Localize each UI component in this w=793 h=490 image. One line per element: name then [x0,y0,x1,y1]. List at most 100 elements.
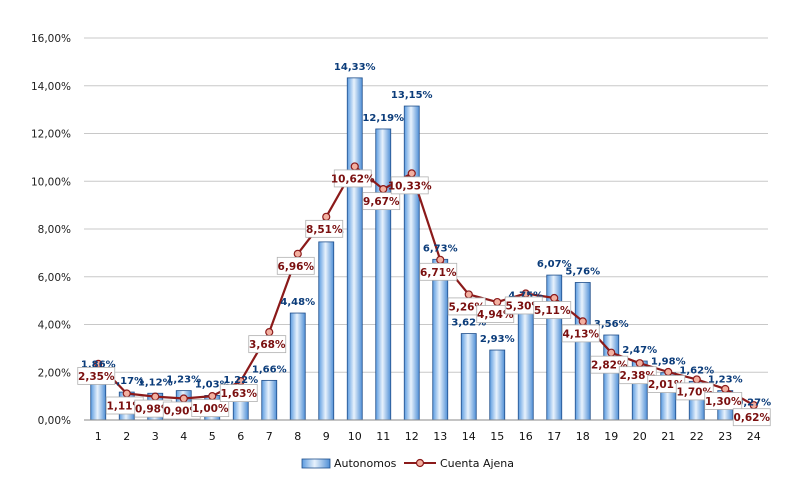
line-label-box [305,219,344,238]
x-tick-label: 7 [266,430,273,443]
y-axis-ticks: 0,00% 2,00% 4,00% 6,00% 8,00% 10,00% 12,00% 14,… [31,33,71,427]
line-point [122,389,131,398]
bar-data-label: 1,98% [651,357,686,368]
bar [517,306,534,421]
line-data-label: 5,30% [506,300,543,312]
bar-data-label: 6,07% [537,259,572,270]
line-label-box [362,192,401,211]
line-data-label: 0,62% [734,412,771,424]
x-tick-label: 20 [633,430,647,443]
line-point [208,392,217,401]
x-tick-label: 21 [661,430,675,443]
bar-data-label: 14,33% [334,62,376,73]
bar-data-label: 12,19% [362,113,404,124]
line-point [493,297,502,307]
line-label-box [248,335,287,354]
line-label-box [675,382,714,401]
bar-data-label: 3,62% [451,318,486,329]
x-tick-label: 5 [209,430,216,443]
bar [460,333,477,421]
bar [489,349,506,421]
line-data-label: 6,71% [420,267,457,279]
y-tick-label: 16,00% [31,33,71,45]
y-tick-label: 10,00% [31,176,71,188]
x-tick-label: 14 [462,430,476,443]
line-label-box [704,392,743,410]
line-point [664,367,673,377]
line-data-label: 0,90% [164,406,201,418]
line-data-labels: 2,35% 1,11%0,98%0,90%1,00% 1,63% 3,68% 6,96%… [77,169,771,427]
legend-label-autonomos: Autonomos [334,457,397,470]
bar-data-label: 3,56% [594,319,629,330]
y-tick-label: 12,00% [31,129,71,141]
bar-data-label: 2,47% [622,345,657,356]
line-data-label: 5,26% [449,301,486,313]
legend-label-cuenta-ajena: Cuenta Ajena [440,457,514,470]
line-data-label: 8,51% [306,224,343,236]
line-point [350,162,359,171]
legend: Autonomos Cuenta Ajena [301,457,514,470]
line-data-label: 1,63% [221,388,258,400]
line-point [578,317,587,326]
x-tick-label: 13 [433,430,447,443]
line-point [265,328,274,337]
bar-data-label: 0,27% [736,398,771,409]
x-tick-label: 6 [237,430,244,443]
gridlines [84,37,768,373]
bar-data-label: 4,75% [508,291,543,302]
bar-data-label: 1,03% [195,379,230,390]
legend-swatch-autonomos [301,458,331,469]
line-point [322,212,331,221]
line-point [407,169,416,178]
x-tick-label: 19 [604,430,618,443]
y-tick-label: 2,00% [38,367,71,379]
bar-data-label: 2,93% [480,334,515,345]
x-tick-label: 17 [547,430,561,443]
line-point [721,384,730,394]
line-point [635,359,644,368]
bar-data-label: 13,15% [391,90,433,101]
line-label-box [419,262,458,281]
line-data-label: 4,94% [477,309,514,321]
line-label-box [333,169,372,188]
bar-data-label: 1,23% [166,375,201,386]
line-data-label: 10,62% [331,173,375,185]
x-tick-label: 3 [152,430,159,443]
line-point [379,185,388,194]
x-tick-label: 23 [718,430,732,443]
line-data-label: 1,00% [192,403,229,415]
bar-data-label: 1,17% [109,376,144,387]
x-tick-label: 8 [294,430,301,443]
line-label-box [191,399,230,418]
y-tick-label: 8,00% [38,224,71,236]
x-axis-ticks: 1 2 3 4 5 6 7 8 9 10 11 12 13 14 15 16 17 18 19 20 21 22 23 24 [95,430,761,443]
x-tick-label: 11 [376,430,390,443]
bar-data-label: 1,62% [679,365,714,376]
line-data-label: 5,11% [534,305,571,317]
line-point [436,255,445,264]
line-label-box [77,366,116,385]
bar-data-label: 1,12% [138,377,173,388]
bar [261,379,278,421]
y-tick-label: 14,00% [31,81,71,93]
x-tick-label: 10 [348,430,362,443]
bar-data-labels: 1,86%1,17%1,12%1,23%1,03%1,22%1,66%4,48%… [81,62,771,409]
line-data-label: 6,96% [278,261,315,273]
line-data-label: 2,01% [648,379,685,391]
x-tick-label: 16 [519,430,533,443]
bar-data-label: 1,86% [81,360,116,371]
line-point [607,348,616,357]
bar [289,312,306,421]
bar-data-label: 4,48% [280,297,315,308]
line-label-box [561,324,600,343]
line-point [550,293,559,303]
bar [318,241,335,421]
x-tick-label: 22 [690,430,704,443]
x-tick-label: 15 [490,430,504,443]
line-label-box [533,301,572,319]
series-line [97,165,755,407]
bar [403,105,420,421]
bar [574,282,591,421]
line-data-label: 2,35% [78,371,115,383]
